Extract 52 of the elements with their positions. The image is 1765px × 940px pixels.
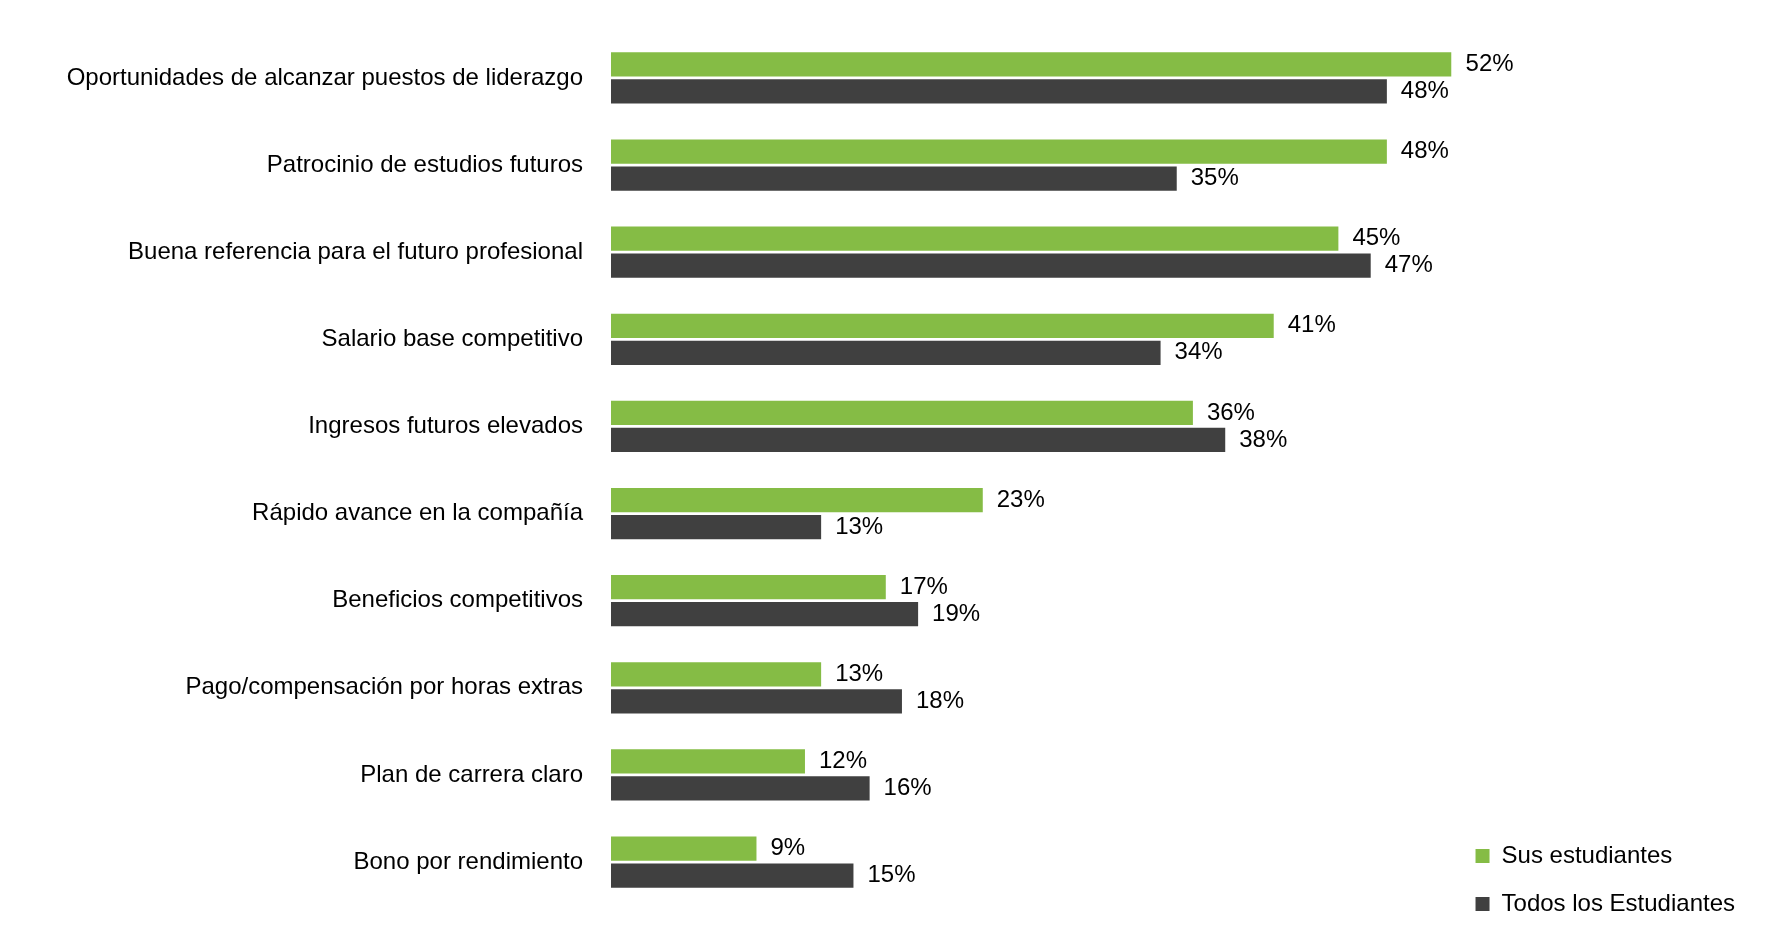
bar: [611, 514, 822, 540]
data-label: 48%: [1400, 76, 1449, 104]
bar: [611, 487, 983, 513]
data-label: 52%: [1465, 49, 1514, 77]
bar: [611, 52, 1452, 77]
bar: [611, 602, 919, 627]
y-tick-label: Oportunidades de alcanzar puestos de liderazgo: [66, 62, 583, 90]
y-tick-label: Pago/compensación por horas extras: [185, 672, 583, 700]
bar: [611, 575, 886, 600]
y-tick-label: Patrocinio de estudios futuros: [266, 149, 583, 177]
data-label: 9%: [770, 833, 806, 861]
bar: [611, 139, 1387, 164]
data-label: 34%: [1174, 337, 1223, 365]
data-label: 41%: [1287, 310, 1336, 338]
y-tick-label: Plan de carrera claro: [360, 759, 583, 787]
data-label: 23%: [996, 484, 1045, 512]
bar: [611, 340, 1161, 365]
y-tick-label: Bono por rendimiento: [353, 846, 583, 874]
data-label: 17%: [899, 571, 948, 599]
bar: [611, 863, 854, 888]
y-tick-label: Beneficios competitivos: [332, 585, 583, 613]
bar: [611, 253, 1371, 278]
data-label: 45%: [1352, 223, 1401, 251]
y-tick-label: Salario base competitivo: [321, 323, 583, 351]
bar: [611, 836, 757, 861]
bar: [611, 689, 902, 714]
data-label: 15%: [867, 860, 916, 888]
data-label: 38%: [1239, 424, 1288, 452]
bar: [611, 749, 805, 774]
bar: [611, 166, 1177, 191]
data-label: 47%: [1384, 250, 1433, 278]
data-label: 48%: [1400, 136, 1449, 164]
bar: [611, 427, 1226, 453]
data-label: 13%: [835, 658, 884, 686]
legend-label: Todos los Estudiantes: [1501, 888, 1736, 916]
bar: [611, 313, 1274, 338]
legend-label: Sus estudiantes: [1501, 840, 1673, 868]
data-label: 18%: [915, 685, 964, 713]
bar: [611, 400, 1193, 426]
y-tick-label: Buena referencia para el futuro profesional: [128, 236, 583, 264]
y-tick-label: Ingresos futuros elevados: [308, 411, 583, 439]
data-label: 13%: [835, 511, 884, 539]
data-label: 35%: [1190, 163, 1239, 191]
y-tick-label: Rápido avance en la compañía: [252, 498, 584, 526]
bar: [611, 776, 870, 801]
data-label: 16%: [883, 773, 932, 801]
data-label: 36%: [1206, 397, 1255, 425]
bar: [611, 226, 1339, 251]
data-label: 19%: [932, 598, 981, 626]
bar: [611, 79, 1387, 104]
bar: [611, 662, 822, 687]
data-label: 12%: [818, 746, 868, 774]
